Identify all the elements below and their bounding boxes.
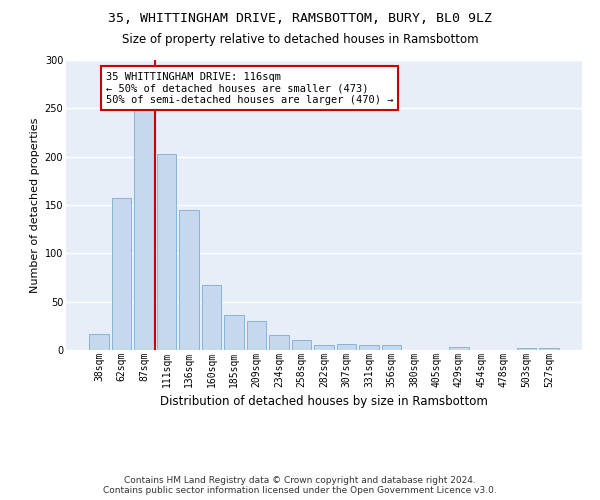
Bar	[89, 334, 109, 350]
Text: 35, WHITTINGHAM DRIVE, RAMSBOTTOM, BURY, BL0 9LZ: 35, WHITTINGHAM DRIVE, RAMSBOTTOM, BURY,…	[108, 12, 492, 26]
Bar	[202, 285, 221, 350]
Bar	[359, 345, 379, 350]
Bar	[449, 347, 469, 350]
Bar	[112, 198, 131, 350]
Text: 35 WHITTINGHAM DRIVE: 116sqm
← 50% of detached houses are smaller (473)
50% of s: 35 WHITTINGHAM DRIVE: 116sqm ← 50% of de…	[106, 72, 393, 105]
Bar	[314, 345, 334, 350]
Bar	[517, 348, 536, 350]
Bar	[224, 315, 244, 350]
Bar	[269, 334, 289, 350]
Bar	[179, 210, 199, 350]
Bar	[292, 340, 311, 350]
Bar	[539, 348, 559, 350]
Bar	[134, 108, 154, 350]
Text: Size of property relative to detached houses in Ramsbottom: Size of property relative to detached ho…	[122, 32, 478, 46]
Bar	[337, 344, 356, 350]
Bar	[247, 321, 266, 350]
X-axis label: Distribution of detached houses by size in Ramsbottom: Distribution of detached houses by size …	[160, 395, 488, 408]
Bar	[382, 345, 401, 350]
Bar	[157, 154, 176, 350]
Y-axis label: Number of detached properties: Number of detached properties	[31, 118, 40, 292]
Text: Contains HM Land Registry data © Crown copyright and database right 2024.
Contai: Contains HM Land Registry data © Crown c…	[103, 476, 497, 495]
